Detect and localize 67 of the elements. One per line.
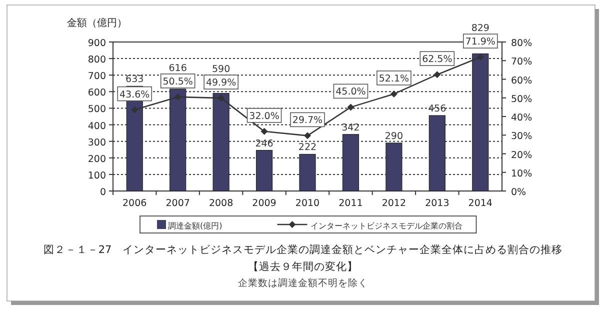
- point: [347, 104, 354, 111]
- data-label: 71.9%: [465, 36, 496, 48]
- data-label: 290: [384, 130, 404, 142]
- point: [174, 93, 182, 100]
- point: [434, 71, 441, 78]
- x-tick-label: 2008: [208, 198, 234, 209]
- bar: [386, 142, 402, 192]
- y-tick-label: 400: [88, 120, 106, 132]
- x-tick-label: 2010: [295, 198, 320, 209]
- y-tick-label: 800: [88, 54, 106, 66]
- legend-label: 調達金額(億円): [168, 222, 222, 230]
- bar: [428, 115, 446, 192]
- data-label: 45.0%: [336, 86, 366, 98]
- y-axis-title: 金額（億円）: [67, 17, 127, 29]
- x-tick-label: 2014: [468, 198, 492, 209]
- data-label: 246: [255, 138, 274, 150]
- y2-tick-label: 10%: [511, 168, 532, 180]
- y-tick-label: 700: [88, 71, 106, 82]
- y2-tick-label: 20%: [511, 150, 532, 161]
- y2-tick-label: 50%: [511, 94, 532, 105]
- text: 【過去９年間の変化】: [248, 260, 358, 273]
- y2-tick-label: 70%: [511, 56, 532, 68]
- y-tick-label: 600: [88, 88, 106, 99]
- text: 企業数は調達金額不明を除く: [238, 277, 368, 289]
- y2-tick-label: 0%: [511, 187, 526, 198]
- data-label: 222: [298, 142, 317, 154]
- data-label: 829: [471, 23, 490, 34]
- data-label: 342: [342, 122, 360, 134]
- point: [390, 90, 398, 98]
- bar: [256, 150, 273, 192]
- data-label: 29.7%: [292, 115, 323, 126]
- data-label: 616: [168, 62, 187, 74]
- data-label: 50.5%: [162, 76, 193, 88]
- legend-label: インターネットビジネスモデル企業の割合: [310, 222, 462, 230]
- point: [476, 54, 484, 61]
- x-tick-label: 2012: [382, 198, 406, 209]
- data-label: 49.9%: [206, 78, 236, 89]
- point: [260, 128, 268, 135]
- data-label: 43.6%: [120, 89, 150, 100]
- y2-tick-label: 60%: [511, 75, 532, 86]
- data-label: 590: [212, 64, 230, 76]
- x-tick-label: 2006: [122, 198, 147, 209]
- x-tick-label: 2013: [425, 198, 450, 209]
- point: [218, 94, 225, 102]
- y-tick-label: 0: [100, 187, 106, 198]
- y-tick-label: 100: [88, 170, 106, 182]
- data-label: 62.5%: [422, 54, 452, 66]
- bar: [472, 53, 489, 192]
- y2-tick-label: 40%: [511, 112, 532, 124]
- point: [131, 106, 138, 114]
- data-label: 32.0%: [249, 110, 280, 122]
- y-tick-label: 500: [88, 104, 106, 116]
- x-tick-label: 2007: [166, 198, 190, 209]
- data-label: 456: [428, 104, 446, 115]
- text: 図２－１－27 インターネットビジネスモデル企業の調達金額とベンチャー企業全体に占める割合の推移: [43, 243, 563, 256]
- bar: [212, 93, 230, 192]
- y2-tick-label: 80%: [511, 38, 532, 49]
- y-tick-label: 200: [88, 154, 106, 165]
- bar: [299, 154, 316, 192]
- y-tick-label: 300: [88, 137, 106, 148]
- y-tick-label: 900: [88, 38, 106, 49]
- x-tick-label: 2011: [338, 198, 363, 209]
- bar: [342, 134, 360, 192]
- point: [304, 132, 311, 140]
- x-tick-label: 2009: [252, 198, 276, 209]
- data-label: 52.1%: [378, 73, 410, 84]
- y2-tick-label: 30%: [511, 131, 532, 142]
